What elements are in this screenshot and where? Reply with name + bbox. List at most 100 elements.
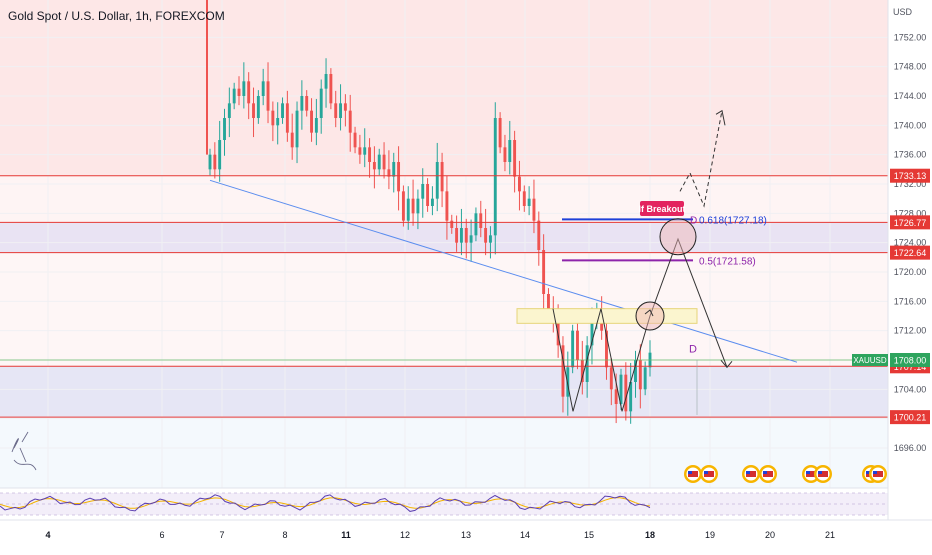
event-flag-canton [806, 471, 810, 474]
x-tick-label: 18 [645, 530, 655, 540]
event-flag-icon [814, 465, 832, 483]
down-arrowhead [720, 360, 733, 369]
candle [363, 128, 367, 168]
candle-body [585, 345, 589, 382]
y-tick-label: 1744.00 [894, 91, 927, 101]
event-flag-stripes [818, 471, 828, 477]
candle-body [484, 228, 488, 243]
candle-body [580, 360, 584, 382]
candle [295, 101, 299, 164]
y-tick-label: 1732.00 [894, 179, 927, 189]
x-tick-label: 12 [400, 530, 410, 540]
event-flag-stripes [746, 471, 756, 477]
candle-body [314, 118, 318, 133]
candle [426, 178, 430, 212]
candle [300, 80, 304, 130]
candle [542, 234, 546, 314]
candle-body [629, 382, 633, 412]
candle-body [285, 103, 289, 133]
candle [227, 87, 231, 138]
candle [522, 185, 526, 212]
event-flag-canton [866, 471, 870, 474]
price-tag-label: 1700.21 [894, 413, 927, 423]
candle-body [566, 367, 570, 397]
candle [440, 152, 444, 208]
candle-body [609, 367, 613, 390]
event-flag-canton [704, 471, 708, 474]
candle-body [353, 132, 357, 148]
candle [329, 68, 333, 110]
candle-body [459, 228, 463, 243]
target-circle-lower [635, 301, 665, 331]
candle [237, 76, 241, 106]
axis-layer: 1752.00 1748.00 1744.00 1740.00 1736.00 1732.… [0, 0, 932, 540]
candles-layer [206, 0, 652, 424]
pattern-path [552, 237, 728, 412]
candle [629, 362, 633, 424]
candle-body [247, 81, 251, 104]
candle-body [411, 198, 415, 214]
candle-body [392, 162, 396, 177]
candle [503, 134, 507, 172]
candle [484, 208, 488, 256]
candle [339, 84, 342, 131]
breakout-badge [640, 201, 684, 216]
candle-body [614, 389, 618, 404]
candle [469, 219, 473, 262]
candle [580, 340, 584, 395]
candle-body [271, 110, 275, 126]
candle [401, 185, 405, 227]
candle-body [590, 323, 594, 346]
candle [266, 62, 270, 124]
x-tick-label: 11 [341, 530, 351, 540]
candle [430, 186, 434, 216]
candle [218, 120, 222, 182]
candle-body [638, 360, 642, 390]
candle-body [440, 162, 444, 192]
x-tick-label: 15 [584, 530, 594, 540]
candle-body [435, 162, 439, 199]
candle-body [334, 103, 338, 118]
candle [387, 150, 391, 190]
candle [513, 130, 517, 193]
candle-body [416, 198, 420, 214]
resistance-zone [0, 222, 888, 253]
candle [643, 361, 647, 396]
candle [585, 336, 589, 398]
chart-title: Gold Spot / U.S. Dollar, 1h, FOREXCOM [8, 9, 225, 23]
price-tag-label: 1722.64 [894, 248, 927, 258]
candle [634, 350, 637, 398]
event-flag-icon [742, 465, 760, 483]
event-flag-icon [869, 465, 887, 483]
candle [358, 134, 362, 164]
candle [397, 146, 401, 211]
candle [493, 102, 497, 255]
candle [232, 82, 236, 110]
candle [459, 208, 463, 256]
candle [372, 146, 376, 189]
event-flag-stripes [688, 471, 698, 477]
candle-body [252, 103, 255, 118]
candle-body [223, 118, 226, 140]
x-tick-label: 21 [825, 530, 835, 540]
candle [348, 94, 352, 152]
candle-body [319, 88, 323, 118]
upper-shade [0, 175, 888, 223]
candle-body [324, 74, 328, 89]
candle-body [503, 147, 507, 162]
candle [532, 179, 536, 234]
candle-body [213, 154, 217, 170]
y-tick-label: 1712.00 [894, 326, 927, 336]
event-flag-canton [873, 471, 877, 474]
candle-body [537, 220, 541, 250]
trendline [209, 179, 798, 363]
candle-body [571, 330, 575, 368]
candle [464, 218, 468, 259]
candle [319, 79, 323, 134]
candle-body [426, 184, 430, 206]
candle-body [218, 140, 222, 170]
candle-body [401, 191, 405, 221]
candle-body [310, 110, 313, 133]
target-circle-upper [659, 218, 697, 256]
